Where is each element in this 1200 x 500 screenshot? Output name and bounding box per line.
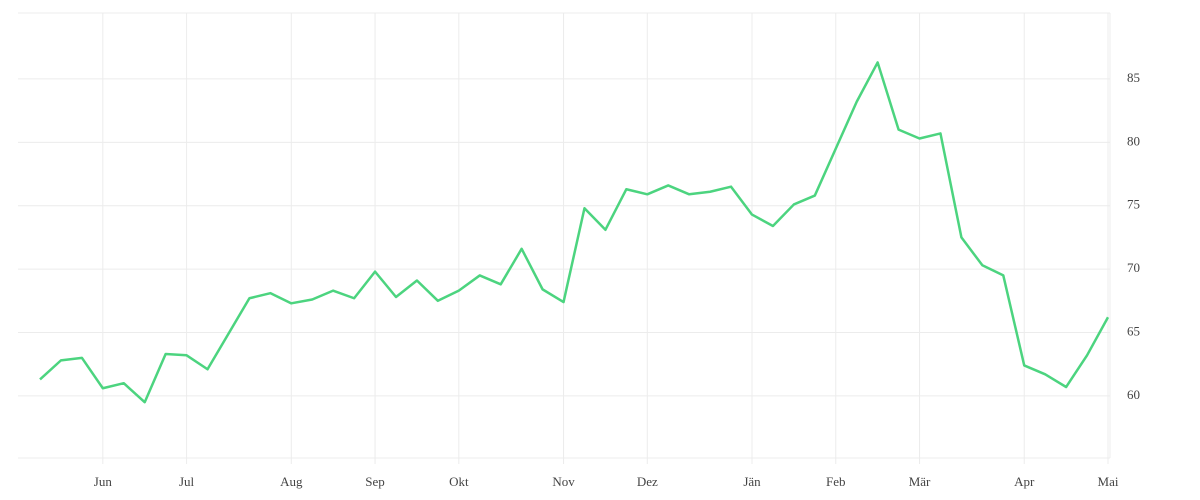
x-tick-label: Jän <box>743 474 761 489</box>
y-tick-label: 80 <box>1127 133 1140 148</box>
x-tick-label: Feb <box>826 474 846 489</box>
x-tick-label: Okt <box>449 474 469 489</box>
y-tick-label: 60 <box>1127 387 1140 402</box>
x-tick-label: Mai <box>1098 474 1119 489</box>
y-tick-label: 65 <box>1127 323 1140 338</box>
x-tick-label: Jun <box>94 474 113 489</box>
y-tick-label: 85 <box>1127 70 1140 85</box>
x-tick-label: Jul <box>179 474 195 489</box>
x-tick-label: Sep <box>365 474 385 489</box>
y-tick-label: 70 <box>1127 260 1140 275</box>
y-tick-label: 75 <box>1127 197 1140 212</box>
line <box>39 61 1110 404</box>
x-tick-label: Apr <box>1014 474 1035 489</box>
x-tick-label: Aug <box>280 474 303 489</box>
x-tick-label: Mär <box>909 474 931 489</box>
x-tick-label: Dez <box>637 474 658 489</box>
x-tick-label: Nov <box>552 474 575 489</box>
